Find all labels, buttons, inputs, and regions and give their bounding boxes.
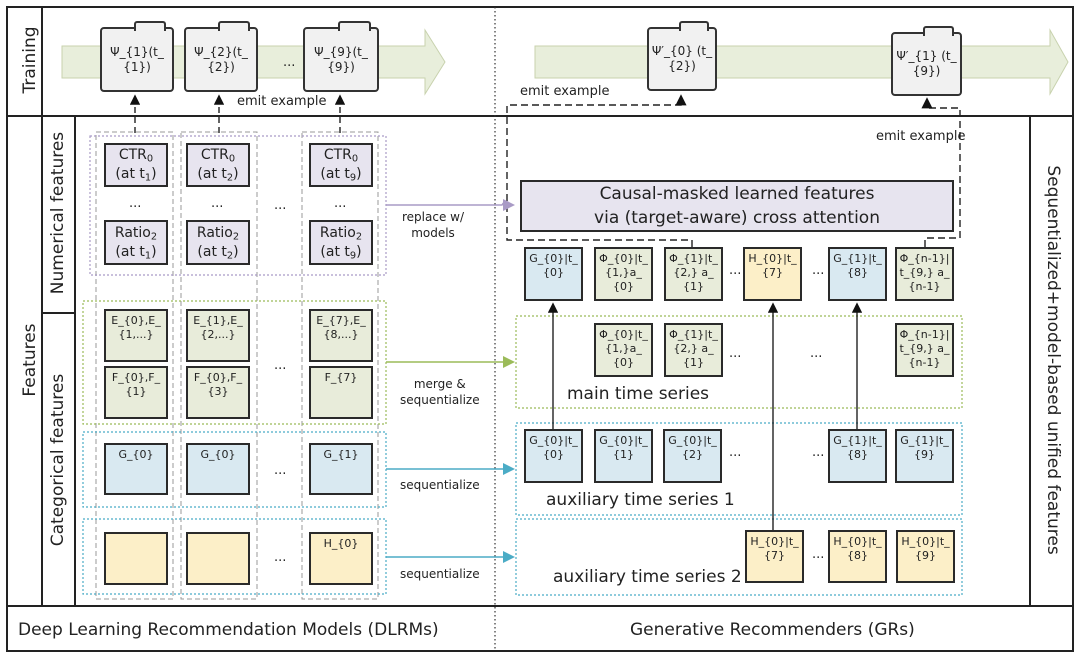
g-feature-box: G_{0}	[104, 443, 168, 495]
f-feature-box: F_{0},F_{3}	[186, 366, 250, 419]
training-row-label: Training	[20, 26, 40, 94]
unified-feature-box: Φ_{1}|t_{2,} a_{1}	[664, 247, 723, 301]
unified-feature-box: Φ_{0}|t_{1,}a_{0}	[594, 247, 653, 301]
ellipsis: ...	[810, 346, 823, 361]
training-example: Ψ′_{1} (t_{9})	[891, 26, 962, 96]
ellipsis: ...	[729, 346, 742, 361]
unified-feature-box: G_{0}|t_{0}	[524, 247, 583, 301]
sequentialize-label: sequentialize	[400, 478, 480, 492]
h-feature-box	[104, 532, 168, 585]
merge-sequentialize-label: merge & sequentialize	[400, 377, 480, 407]
ellipsis: ...	[334, 196, 347, 211]
ratio-feature-box: Ratio2 (at t1)	[104, 220, 168, 265]
unified-feature-box: G_{1}|t_{8}	[828, 247, 887, 301]
emit-example-label: emit example	[520, 84, 610, 99]
ellipsis: ...	[274, 463, 287, 478]
h-feature-box: H_{0}	[309, 532, 373, 585]
main-series-box: Φ_{0}|t_{1,}a_{0}	[594, 323, 653, 377]
e-feature-box: E_{0},E_{1,...}	[104, 309, 168, 362]
aux2-series-box: H_{0}|t_{7}	[745, 530, 804, 583]
main-time-series-label: main time series	[567, 384, 710, 404]
ctr-feature-box: CTR0 (at t2)	[186, 143, 250, 187]
emit-example-label: emit example	[237, 94, 327, 109]
aux-time-series-1-label: auxiliary time series 1	[546, 490, 735, 510]
main-series-box: Φ_{n-1}|t_{9,} a_{n-1}	[895, 323, 954, 377]
ratio-feature-box: Ratio2 (at t9)	[309, 220, 373, 265]
aux1-series-box: G_{1}|t_{9}	[895, 429, 954, 483]
ellipsis: ...	[729, 445, 742, 460]
ellipsis: ...	[283, 55, 296, 70]
features-row-label: Features	[20, 323, 40, 397]
aux1-series-box: G_{1}|t_{8}	[828, 429, 887, 483]
ellipsis: ...	[274, 198, 287, 213]
numerical-features-label: Numerical features	[48, 131, 68, 295]
unified-features-label: Sequentialized+model-based unified featu…	[1043, 165, 1063, 555]
ellipsis: ...	[274, 550, 287, 565]
aux1-series-box: G_{0}|t_{0}	[524, 429, 583, 483]
unified-feature-box: H_{0}|t_{7}	[743, 247, 802, 301]
ctr-feature-box: CTR0 (at t9)	[309, 143, 373, 187]
ctr-feature-box: CTR0 (at t1)	[104, 143, 168, 187]
unified-feature-box: Φ_{n-1}|t_{9,} a_{n-1}	[895, 247, 954, 301]
f-feature-box: F_{7}	[309, 366, 373, 419]
sequentialize-label: sequentialize	[400, 567, 480, 581]
ellipsis: ...	[729, 263, 742, 278]
gr-footer: Generative Recommenders (GRs)	[630, 620, 915, 640]
h-feature-box	[186, 532, 250, 585]
ellipsis: ...	[812, 445, 825, 460]
aux1-series-box: G_{0}|t_{2}	[663, 429, 722, 483]
g-feature-box: G_{1}	[309, 443, 373, 495]
emit-example-label: emit example	[876, 129, 966, 144]
ellipsis: ...	[211, 196, 224, 211]
e-feature-box: E_{1},E_{2,...}	[186, 309, 250, 362]
f-feature-box: F_{0},F_{1}	[104, 366, 168, 419]
aux2-series-box: H_{0}|t_{8}	[828, 530, 887, 583]
dlrm-footer: Deep Learning Recommendation Models (DLR…	[18, 620, 439, 640]
aux2-series-box: H_{0}|t_{9}	[896, 530, 955, 583]
training-example: Ψ_{1}(t_{1})	[100, 21, 174, 92]
training-example: Ψ_{2}(t_{2})	[184, 21, 258, 92]
aux-time-series-2-label: auxiliary time series 2	[553, 567, 742, 587]
aux1-series-box: G_{0}|t_{1}	[594, 429, 653, 483]
training-example: Ψ′_{0} (t_{2})	[647, 21, 717, 91]
g-feature-box: G_{0}	[186, 443, 250, 495]
ellipsis: ...	[812, 263, 825, 278]
ellipsis: ...	[812, 547, 825, 562]
training-example: Ψ_{9}(t_{9})	[303, 21, 379, 92]
main-series-box: Φ_{1}|t_{2,} a_{1}	[664, 323, 723, 377]
categorical-features-label: Categorical features	[48, 373, 68, 547]
ellipsis: ...	[129, 196, 142, 211]
ratio-feature-box: Ratio2 (at t2)	[186, 220, 250, 265]
ellipsis: ...	[274, 358, 287, 373]
e-feature-box: E_{7},E_{8,...}	[309, 309, 373, 362]
replace-with-models-label: replace w/models	[402, 210, 465, 240]
causal-masked-features-box: Causal-masked learned features via (targe…	[520, 180, 954, 232]
